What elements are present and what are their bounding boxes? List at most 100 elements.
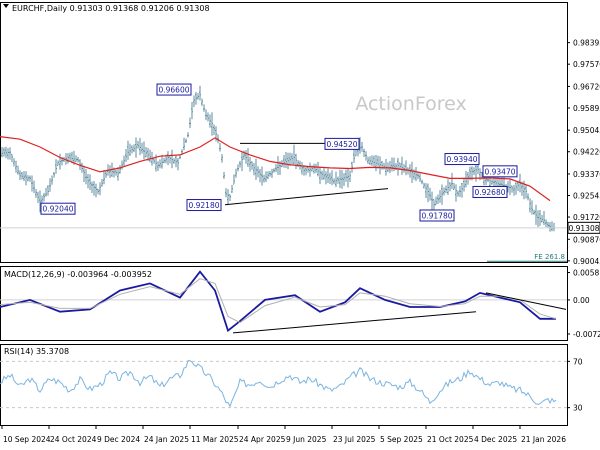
ohlc-bar	[161, 154, 163, 169]
ohlc-bar	[377, 155, 379, 169]
ohlc-bar	[423, 182, 425, 189]
ohlc-bar	[39, 190, 41, 213]
panel-frame-1	[0, 266, 568, 341]
rsi-tick-label: 30	[573, 404, 583, 413]
ohlc-bar	[269, 171, 271, 177]
ohlc-bar	[123, 155, 125, 166]
macd-series-macd	[0, 270, 556, 333]
ohlc-bar	[237, 164, 239, 172]
ohlc-bar	[119, 164, 121, 174]
ohlc-bar	[57, 160, 59, 166]
ohlc-bar	[527, 193, 529, 201]
ohlc-bar	[103, 169, 105, 185]
ohlc-bar	[321, 170, 323, 180]
ohlc-bar	[201, 98, 203, 106]
ohlc-bar	[197, 93, 199, 100]
ohlc-bar	[229, 194, 231, 202]
ohlc-bar	[533, 209, 535, 215]
ohlc-bar	[319, 166, 321, 185]
ohlc-bar	[53, 172, 55, 178]
ohlc-bar	[45, 187, 47, 197]
ohlc-bar	[429, 187, 431, 201]
symbol-header: EURCHF,Daily 0.91303 0.91368 0.91206 0.9…	[12, 4, 210, 13]
ohlc-bar	[221, 154, 223, 163]
ohlc-bar	[433, 198, 435, 210]
ohlc-bar	[7, 148, 9, 160]
macd-tick-label: 0.00	[573, 296, 590, 305]
ohlc-bar	[293, 144, 295, 165]
ohlc-bar	[459, 185, 461, 198]
ohlc-bar	[99, 182, 101, 196]
ohlc-bar	[371, 155, 373, 166]
ohlc-bar	[21, 171, 23, 180]
ohlc-bar	[191, 102, 193, 120]
ohlc-bar	[43, 192, 45, 202]
ohlc-bar	[291, 153, 293, 165]
ohlc-bar	[29, 175, 31, 182]
ohlc-bar	[417, 172, 419, 180]
svg-text:0.91780: 0.91780	[421, 211, 452, 220]
collapse-triangle-icon	[3, 4, 9, 8]
ohlc-bar	[37, 191, 39, 204]
panel-frame-2	[0, 344, 568, 426]
ohlc-bar	[135, 137, 137, 158]
ohlc-bar	[511, 185, 513, 193]
ohlc-bar	[351, 161, 353, 173]
ohlc-bar	[425, 183, 427, 198]
price-tick-label: 0.98395	[573, 39, 600, 48]
ohlc-bar	[361, 141, 363, 152]
price-label-box: 0.92680	[472, 185, 508, 198]
ohlc-bar	[129, 143, 131, 157]
time-tick-label: 9 Dec 2024	[97, 435, 140, 444]
ohlc-bar	[447, 179, 449, 195]
ohlc-bar	[525, 185, 527, 199]
current-price-box	[567, 221, 600, 234]
ohlc-bar	[531, 200, 533, 215]
ohlc-bar	[55, 159, 57, 174]
ohlc-bar	[1, 147, 3, 158]
ohlc-bar	[421, 179, 423, 185]
ohlc-bar	[449, 182, 451, 192]
ohlc-bar	[11, 153, 13, 163]
time-tick-label: 24 Apr 2025	[239, 435, 286, 444]
ohlc-bar	[495, 177, 497, 188]
ohlc-bar	[203, 104, 205, 112]
ohlc-bar	[239, 160, 241, 168]
ohlc-bar	[5, 146, 7, 159]
time-tick-label: 10 Sep 2024	[3, 435, 51, 444]
ohlc-bar	[277, 156, 279, 175]
ohlc-bar	[105, 170, 107, 178]
ohlc-bar	[337, 176, 339, 184]
ohlc-bar	[69, 152, 71, 162]
ohlc-bar	[179, 155, 181, 160]
rsi-title: RSI(14) 35.3708	[4, 347, 69, 356]
ohlc-bar	[301, 161, 303, 175]
ohlc-bar	[87, 174, 89, 189]
ohlc-bar	[125, 149, 127, 163]
time-tick-label: 23 Jul 2025	[333, 435, 376, 444]
ohlc-bar	[329, 172, 331, 184]
price-tick-label: 0.95045	[573, 126, 600, 135]
macd-tick-label: -0.007222	[573, 330, 600, 339]
macd-trendline	[232, 311, 477, 334]
ohlc-bar	[245, 150, 247, 164]
ohlc-bar	[543, 211, 545, 225]
ohlc-bar	[157, 161, 159, 171]
ohlc-bar	[109, 165, 111, 179]
time-tick-label: 5 Sep 2025	[380, 435, 423, 444]
ohlc-bar	[343, 173, 345, 186]
ohlc-bar	[183, 137, 185, 151]
ohlc-bar	[131, 145, 133, 154]
ohlc-bar	[465, 171, 467, 188]
ohlc-bar	[369, 156, 371, 165]
ohlc-bar	[529, 198, 531, 213]
ohlc-bar	[143, 141, 145, 160]
ohlc-bar	[375, 155, 377, 172]
ohlc-bar	[47, 185, 49, 196]
ohlc-bar	[325, 171, 327, 185]
ohlc-bar	[35, 189, 37, 198]
